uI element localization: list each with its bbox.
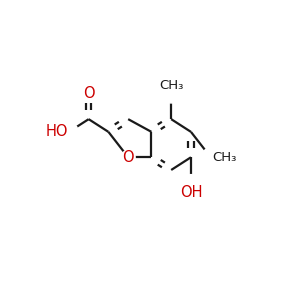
Text: O: O — [83, 86, 94, 101]
Text: O: O — [122, 150, 134, 165]
Text: HO: HO — [45, 124, 68, 140]
Circle shape — [60, 123, 78, 141]
Text: OH: OH — [180, 185, 202, 200]
Circle shape — [201, 148, 220, 167]
Circle shape — [183, 175, 199, 191]
Circle shape — [82, 87, 96, 101]
Text: CH₃: CH₃ — [159, 79, 183, 92]
Circle shape — [162, 85, 181, 103]
Circle shape — [121, 150, 135, 164]
Text: CH₃: CH₃ — [213, 151, 237, 164]
